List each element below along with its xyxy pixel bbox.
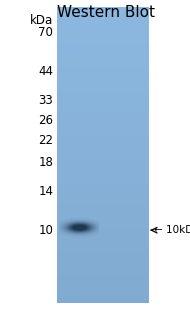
Text: Western Blot: Western Blot [57,5,155,20]
Text: 26: 26 [38,114,53,127]
Text: ← 10kDa: ← 10kDa [154,225,190,235]
Text: 44: 44 [38,65,53,78]
Text: 18: 18 [38,156,53,169]
Text: 10: 10 [38,224,53,237]
Text: 33: 33 [38,94,53,107]
Text: 70: 70 [38,26,53,39]
Text: 22: 22 [38,134,53,147]
Text: 14: 14 [38,185,53,198]
Text: kDa: kDa [30,14,53,27]
